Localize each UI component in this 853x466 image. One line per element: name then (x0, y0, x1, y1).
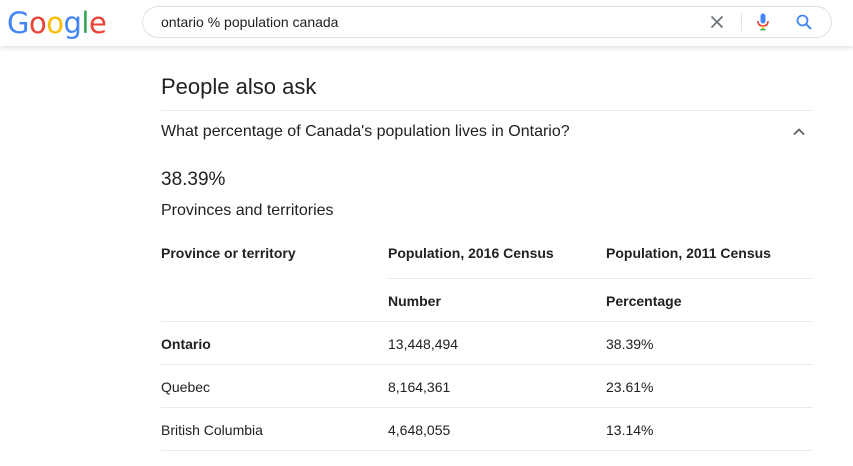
population-percentage: 23.61% (606, 379, 654, 395)
row-divider (161, 407, 813, 408)
logo-letter: o (46, 6, 64, 40)
google-logo[interactable]: Google (7, 6, 107, 40)
row-divider (161, 321, 813, 322)
population-number: 13,448,494 (388, 336, 459, 352)
province-name: British Columbia (161, 422, 263, 438)
chevron-up-icon[interactable] (791, 124, 807, 140)
population-percentage: 38.39% (606, 336, 654, 352)
top-bar: Google (0, 0, 853, 46)
header-divider (388, 278, 813, 279)
microphone-icon (757, 13, 769, 31)
clear-search-button[interactable] (705, 7, 729, 37)
question-text: What percentage of Canada's population l… (161, 123, 570, 140)
answer-value: 38.39% (161, 169, 226, 190)
population-percentage: 13.14% (606, 422, 654, 438)
province-name: Quebec (161, 379, 211, 395)
table-header: Population, 2011 Census (606, 245, 771, 261)
logo-letter: o (28, 6, 47, 40)
table-header: Population, 2016 Census (388, 245, 554, 261)
voice-search-button[interactable] (753, 7, 773, 37)
close-icon (710, 15, 724, 29)
population-number: 8,164,361 (388, 379, 451, 395)
logo-letter: g (63, 6, 82, 40)
table-subheader: Percentage (606, 293, 682, 309)
related-question[interactable]: What percentage of Canada's population l… (161, 110, 813, 155)
row-divider (161, 364, 813, 365)
search-button[interactable] (793, 7, 815, 37)
row-divider (161, 450, 813, 451)
table-caption: Provinces and territories (161, 202, 334, 219)
table-header: Province or territory (161, 245, 296, 261)
search-box (142, 6, 832, 38)
population-number: 4,648,055 (388, 422, 451, 438)
logo-letter: e (88, 6, 107, 40)
search-icon (796, 14, 812, 30)
search-divider (741, 14, 742, 31)
table-subheader: Number (388, 293, 441, 309)
people-also-ask-title: People also ask (161, 74, 317, 99)
logo-letter: l (81, 6, 89, 40)
logo-letter: G (7, 6, 29, 40)
search-input[interactable] (161, 7, 681, 37)
province-name: Ontario (161, 336, 211, 352)
